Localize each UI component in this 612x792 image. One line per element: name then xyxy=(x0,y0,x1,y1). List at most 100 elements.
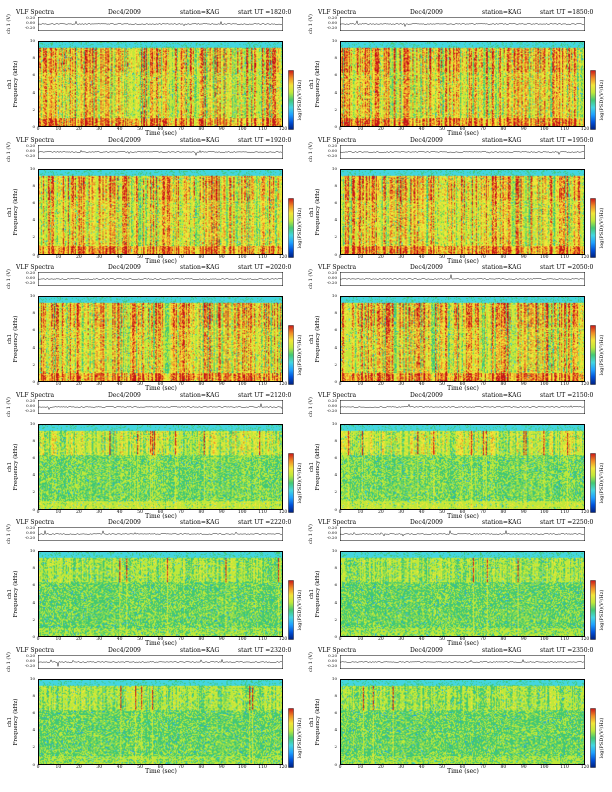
colorbar-label-text: log(PSD)(V²/Hz) xyxy=(297,207,303,248)
date-label: Dec4/2009 xyxy=(108,646,141,654)
waveform-axis-label-text: ch 1 (V) xyxy=(6,651,12,672)
time-tick-label: 50 xyxy=(137,254,143,260)
time-tick-label: 110 xyxy=(560,509,569,515)
frequency-axis-label-text: ch1 Frequency (kHz) xyxy=(7,61,19,108)
time-tick-label: 60 xyxy=(157,637,164,642)
waveform-tick-label: 0.20 xyxy=(26,525,35,530)
frequency-tick-label: 8 xyxy=(32,692,35,698)
frequency-axis-label: ch1 Frequency (kHz) xyxy=(4,437,22,497)
time-tick-label: 100 xyxy=(237,127,247,132)
date-label: Dec4/2009 xyxy=(108,264,141,271)
frequency-tick-label: 6 xyxy=(32,709,35,715)
spectrogram-image xyxy=(38,296,283,382)
frequency-tick-label: 2 xyxy=(32,616,35,622)
title-label: VLF Spectra xyxy=(318,646,357,654)
date-label: Dec4/2009 xyxy=(410,9,443,16)
waveform-axis-label: ch 1 (V) xyxy=(306,397,316,417)
frequency-axis-label: ch1 Frequency (kHz) xyxy=(306,564,324,624)
date-label: Dec4/2009 xyxy=(108,519,141,526)
frequency-tick-label: 8 xyxy=(334,692,337,698)
title-label: VLF Spectra xyxy=(16,519,55,526)
frequency-tick-label: 2 xyxy=(32,106,35,112)
frequency-tick-label: 2 xyxy=(334,361,337,367)
start-time-label: start UT =1820:0 xyxy=(238,9,292,16)
time-tick-label: 90 xyxy=(218,254,225,260)
waveform-tick-label: -0.20 xyxy=(24,662,35,668)
waveform-tick-label: -0.20 xyxy=(24,535,35,540)
time-axis-label: Time (sec) xyxy=(447,512,479,520)
time-tick-label: 50 xyxy=(137,764,143,770)
time-tick-label: 60 xyxy=(459,764,466,770)
time-tick-label: 110 xyxy=(258,254,267,260)
frequency-axis-label-text: ch1 Frequency (kHz) xyxy=(309,698,321,745)
waveform-tick-label: 0.00 xyxy=(328,402,337,408)
panel-title: VLF Spectra Dec4/2009 station=KAG start UT … xyxy=(4,136,292,145)
colorbar xyxy=(288,452,296,513)
frequency-axis-label: ch1 Frequency (kHz) xyxy=(306,692,324,752)
spectrogram-image xyxy=(340,41,585,127)
frequency-tick-label: 0 xyxy=(32,506,35,512)
frequency-tick-label: 4 xyxy=(32,727,35,733)
time-tick-label: 20 xyxy=(75,382,82,387)
time-tick-label: 10 xyxy=(55,382,62,387)
frequency-tick-label: 10 xyxy=(331,675,337,681)
colorbar xyxy=(590,580,598,640)
frequency-axis-label-text: ch1 Frequency (kHz) xyxy=(7,188,19,235)
waveform-plot xyxy=(38,399,283,414)
colorbar-label: log(PSD)(V²/Hz) xyxy=(296,198,304,258)
time-tick-label: 30 xyxy=(96,764,103,770)
time-tick-label: 0 xyxy=(338,637,342,642)
colorbar-scale xyxy=(590,197,596,258)
time-tick-label: 100 xyxy=(237,509,247,515)
waveform-axis-label: ch 1 (V) xyxy=(4,269,14,289)
waveform-axis-label: ch 1 (V) xyxy=(306,142,316,162)
time-tick-label: 20 xyxy=(75,254,82,260)
frequency-tick-label: 2 xyxy=(32,489,35,495)
time-tick-label: 10 xyxy=(357,764,364,770)
waveform-axis-label: ch 1 (V) xyxy=(4,142,14,162)
time-tick-label: 90 xyxy=(520,509,527,515)
colorbar-label-text: log(PSD)(V²/Hz) xyxy=(297,462,303,503)
colorbar-label-text: log(PSD)(V²/Hz) xyxy=(599,207,605,248)
time-tick-label: 50 xyxy=(439,637,445,642)
panel-title: VLF Spectra Dec4/2009 station=KAG start UT … xyxy=(4,391,292,400)
time-tick-label: 30 xyxy=(398,637,405,642)
time-tick-label: 0 xyxy=(36,764,40,770)
time-tick-label: 120 xyxy=(580,509,590,515)
waveform-tick-label: 0.20 xyxy=(26,15,35,20)
time-tick-label: 70 xyxy=(178,764,184,770)
frequency-tick-label: 8 xyxy=(334,55,337,61)
time-tick-label: 60 xyxy=(459,382,466,387)
waveform-tick-label: 0.20 xyxy=(26,142,35,148)
waveform-trace xyxy=(38,278,283,280)
waveform-axis-label-text: ch 1 (V) xyxy=(6,14,12,34)
frequency-tick-label: 6 xyxy=(32,72,35,78)
time-axis-label: Time (sec) xyxy=(145,257,177,265)
colorbar xyxy=(288,580,296,640)
colorbar-scale xyxy=(288,325,294,385)
frequency-axis-label-text: ch1 Frequency (kHz) xyxy=(309,316,321,363)
colorbar-scale xyxy=(590,70,596,130)
time-tick-label: 120 xyxy=(580,764,590,770)
spectrogram-panel: VLF Spectra Dec4/2009 station=KAG start UT … xyxy=(4,518,303,647)
waveform-trace xyxy=(340,150,585,155)
waveform-tick-label: 0.20 xyxy=(26,270,35,275)
time-tick-label: 40 xyxy=(116,127,123,132)
colorbar-label-text: log(PSD)(V²/Hz) xyxy=(297,334,303,376)
time-tick-label: 100 xyxy=(539,764,549,770)
colorbar-label: log(PSD)(V²/Hz) xyxy=(598,580,606,640)
waveform-trace xyxy=(38,658,283,666)
start-time-label: start UT =2250:0 xyxy=(540,519,594,526)
waveform-axis-label-text: ch 1 (V) xyxy=(308,651,314,672)
frequency-tick-label: 10 xyxy=(331,165,337,171)
waveform-plot xyxy=(38,654,283,669)
colorbar-graphic xyxy=(288,580,294,640)
spectrogram-image xyxy=(340,168,585,255)
waveform-tick-label: 0.00 xyxy=(328,657,337,663)
time-tick-label: 70 xyxy=(178,382,184,387)
time-axis-label: Time (sec) xyxy=(145,640,177,647)
frequency-axis-label: ch1 Frequency (kHz) xyxy=(4,182,22,242)
time-tick-label: 0 xyxy=(338,254,342,260)
frequency-axis-label-text: ch1 Frequency (kHz) xyxy=(309,188,321,235)
time-tick-label: 60 xyxy=(157,764,164,770)
